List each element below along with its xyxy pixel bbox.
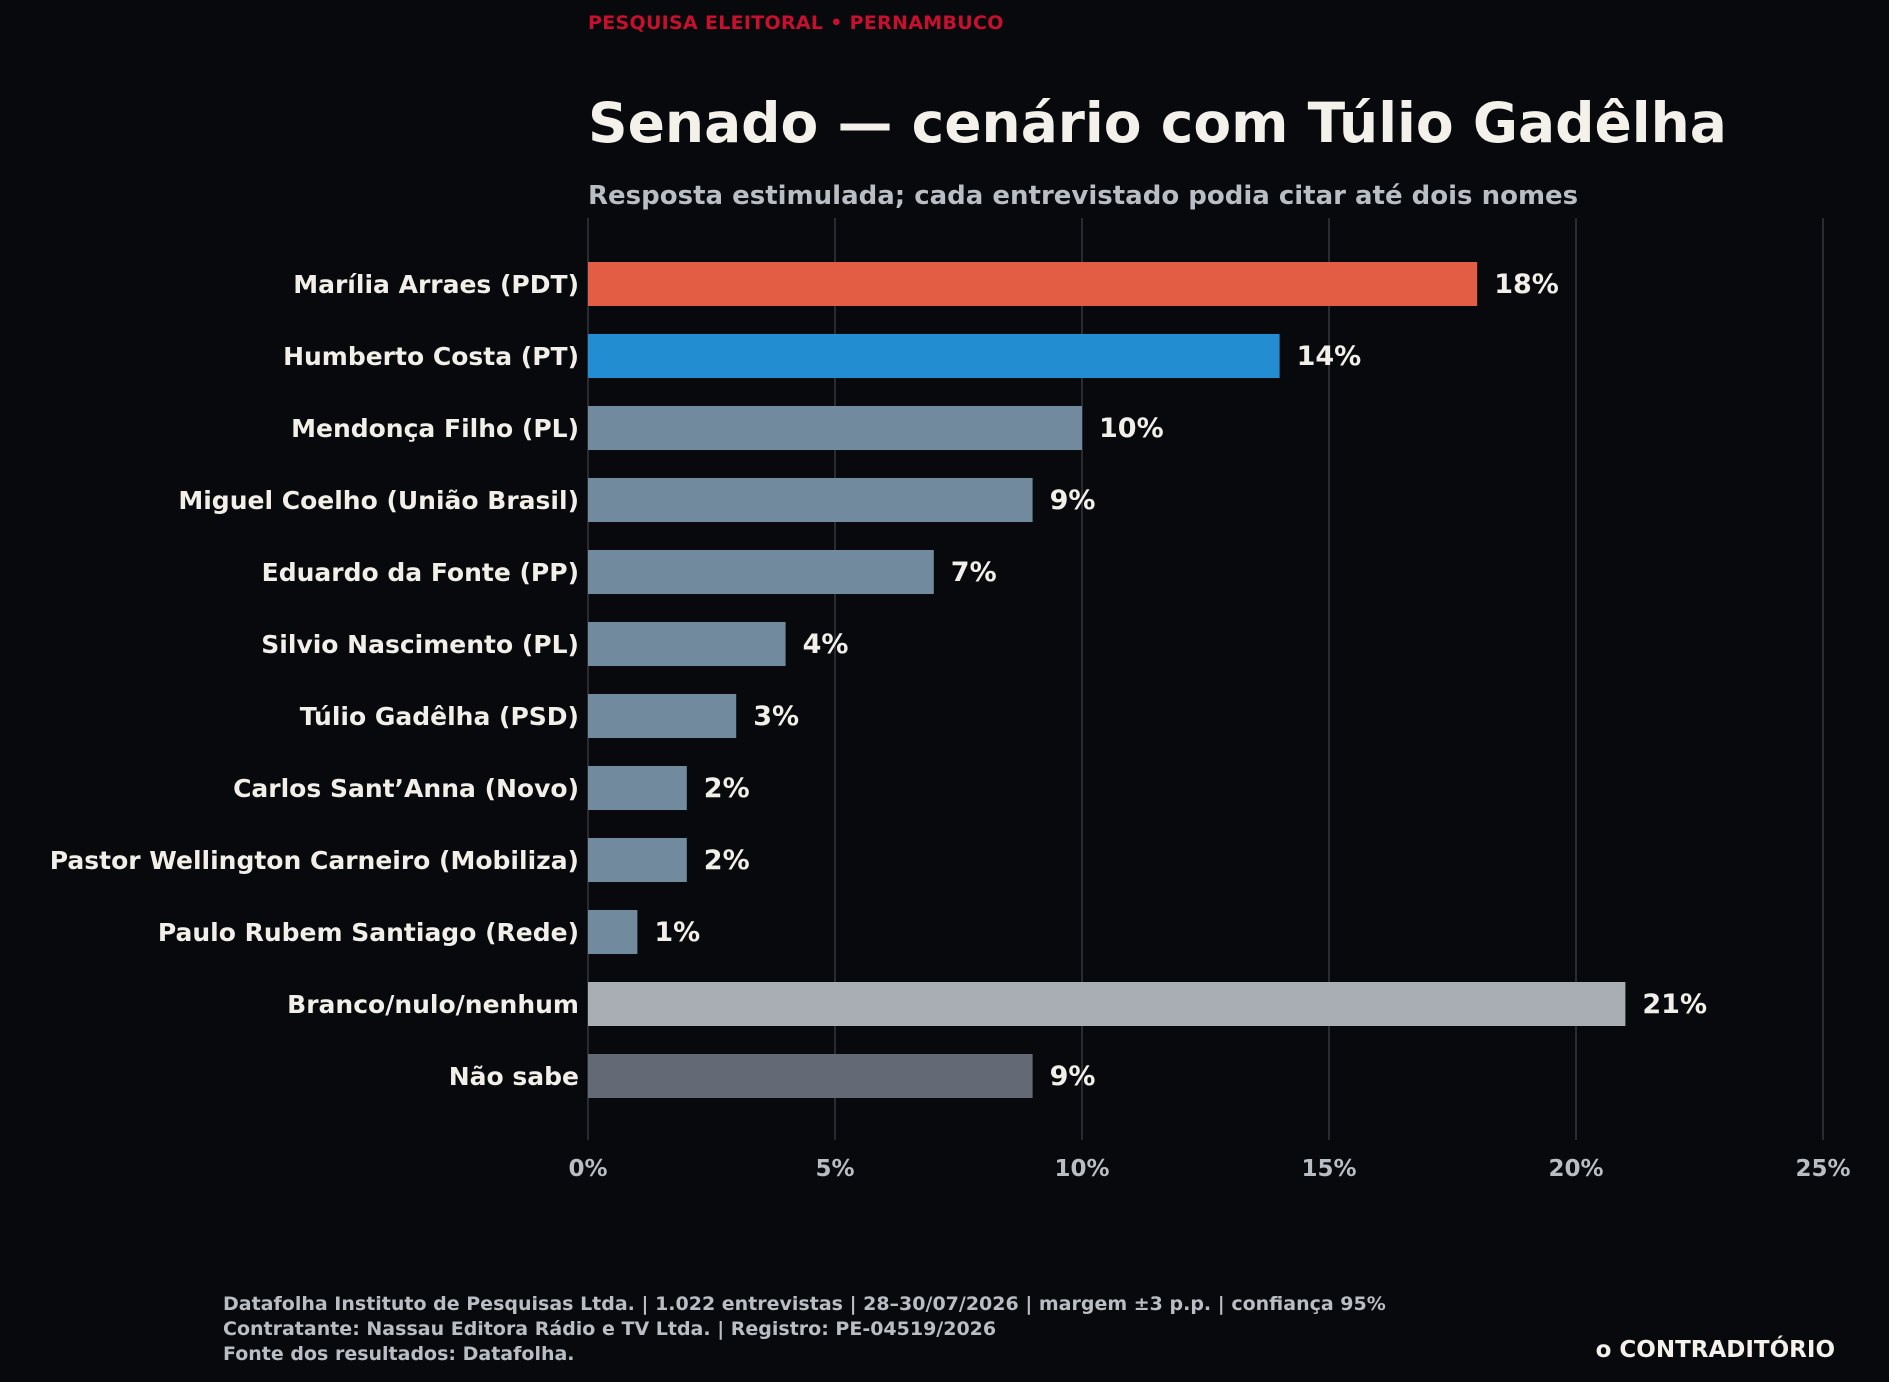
bar	[588, 838, 687, 882]
value-label: 2%	[704, 773, 750, 804]
category-label: Branco/nulo/nenhum	[287, 990, 579, 1019]
category-label: Humberto Costa (PT)	[283, 342, 579, 371]
x-tick-label: 25%	[1795, 1156, 1850, 1182]
x-tick-label: 20%	[1548, 1156, 1603, 1182]
bar-chart: Marília Arraes (PDT) Humberto Costa (PT) M…	[50, 218, 1851, 1182]
x-tick-label: 0%	[568, 1156, 607, 1182]
bar	[588, 766, 687, 810]
category-label: Miguel Coelho (União Brasil)	[178, 486, 579, 515]
category-label: Marília Arraes (PDT)	[293, 270, 579, 299]
value-label: 9%	[1050, 1061, 1096, 1092]
category-label: Eduardo da Fonte (PP)	[262, 558, 579, 587]
category-label: Silvio Nascimento (PL)	[261, 630, 579, 659]
value-label: 1%	[654, 917, 700, 948]
category-label: Paulo Rubem Santiago (Rede)	[158, 918, 579, 947]
category-label: Mendonça Filho (PL)	[291, 414, 579, 443]
value-labels: 18% 14% 10% 9% 7% 4% 3% 2% 2% 1% 21% 9%	[654, 269, 1707, 1092]
footer-line-contractor: Contratante: Nassau Editora Rádio e TV L…	[223, 1318, 997, 1340]
value-label: 7%	[951, 557, 997, 588]
x-tick-labels: 0% 5% 10% 15% 20% 25%	[568, 1156, 1850, 1182]
category-label: Não sabe	[449, 1062, 579, 1091]
bar	[588, 334, 1280, 378]
value-label: 18%	[1494, 269, 1559, 300]
chart-subtitle: Resposta estimulada; cada entrevistado p…	[588, 181, 1579, 211]
category-labels: Marília Arraes (PDT) Humberto Costa (PT) M…	[50, 270, 579, 1091]
value-label: 9%	[1050, 485, 1096, 516]
value-label: 2%	[704, 845, 750, 876]
value-label: 14%	[1297, 341, 1362, 372]
x-tick-label: 15%	[1301, 1156, 1356, 1182]
bar	[588, 550, 934, 594]
value-label: 21%	[1642, 989, 1707, 1020]
value-label: 4%	[803, 629, 849, 660]
bar	[588, 262, 1478, 306]
chart-title: Senado — cenário com Túlio Gadêlha	[588, 91, 1727, 155]
footer-notes: Datafolha Instituto de Pesquisas Ltda. |…	[223, 1292, 1386, 1367]
category-label: Pastor Wellington Carneiro (Mobiliza)	[50, 846, 579, 875]
bar	[588, 406, 1082, 450]
category-label: Túlio Gadêlha (PSD)	[300, 702, 579, 731]
value-label: 10%	[1099, 413, 1164, 444]
bar	[588, 478, 1033, 522]
value-label: 3%	[753, 701, 799, 732]
x-tick-label: 10%	[1054, 1156, 1109, 1182]
bar	[588, 694, 737, 738]
footer-line-source: Datafolha Instituto de Pesquisas Ltda. |…	[223, 1293, 1386, 1315]
bar	[588, 910, 638, 954]
bars	[588, 262, 1626, 1098]
x-tick-label: 5%	[815, 1156, 854, 1182]
brand-logo-text: o CONTRADITÓRIO	[1595, 1337, 1835, 1363]
bar	[588, 622, 786, 666]
footer-line-results: Fonte dos resultados: Datafolha.	[223, 1343, 575, 1365]
chart-kicker: PESQUISA ELEITORAL • PERNAMBUCO	[588, 12, 1004, 34]
bar	[588, 1054, 1033, 1098]
category-label: Carlos Sant’Anna (Novo)	[233, 774, 579, 803]
bar	[588, 982, 1626, 1026]
